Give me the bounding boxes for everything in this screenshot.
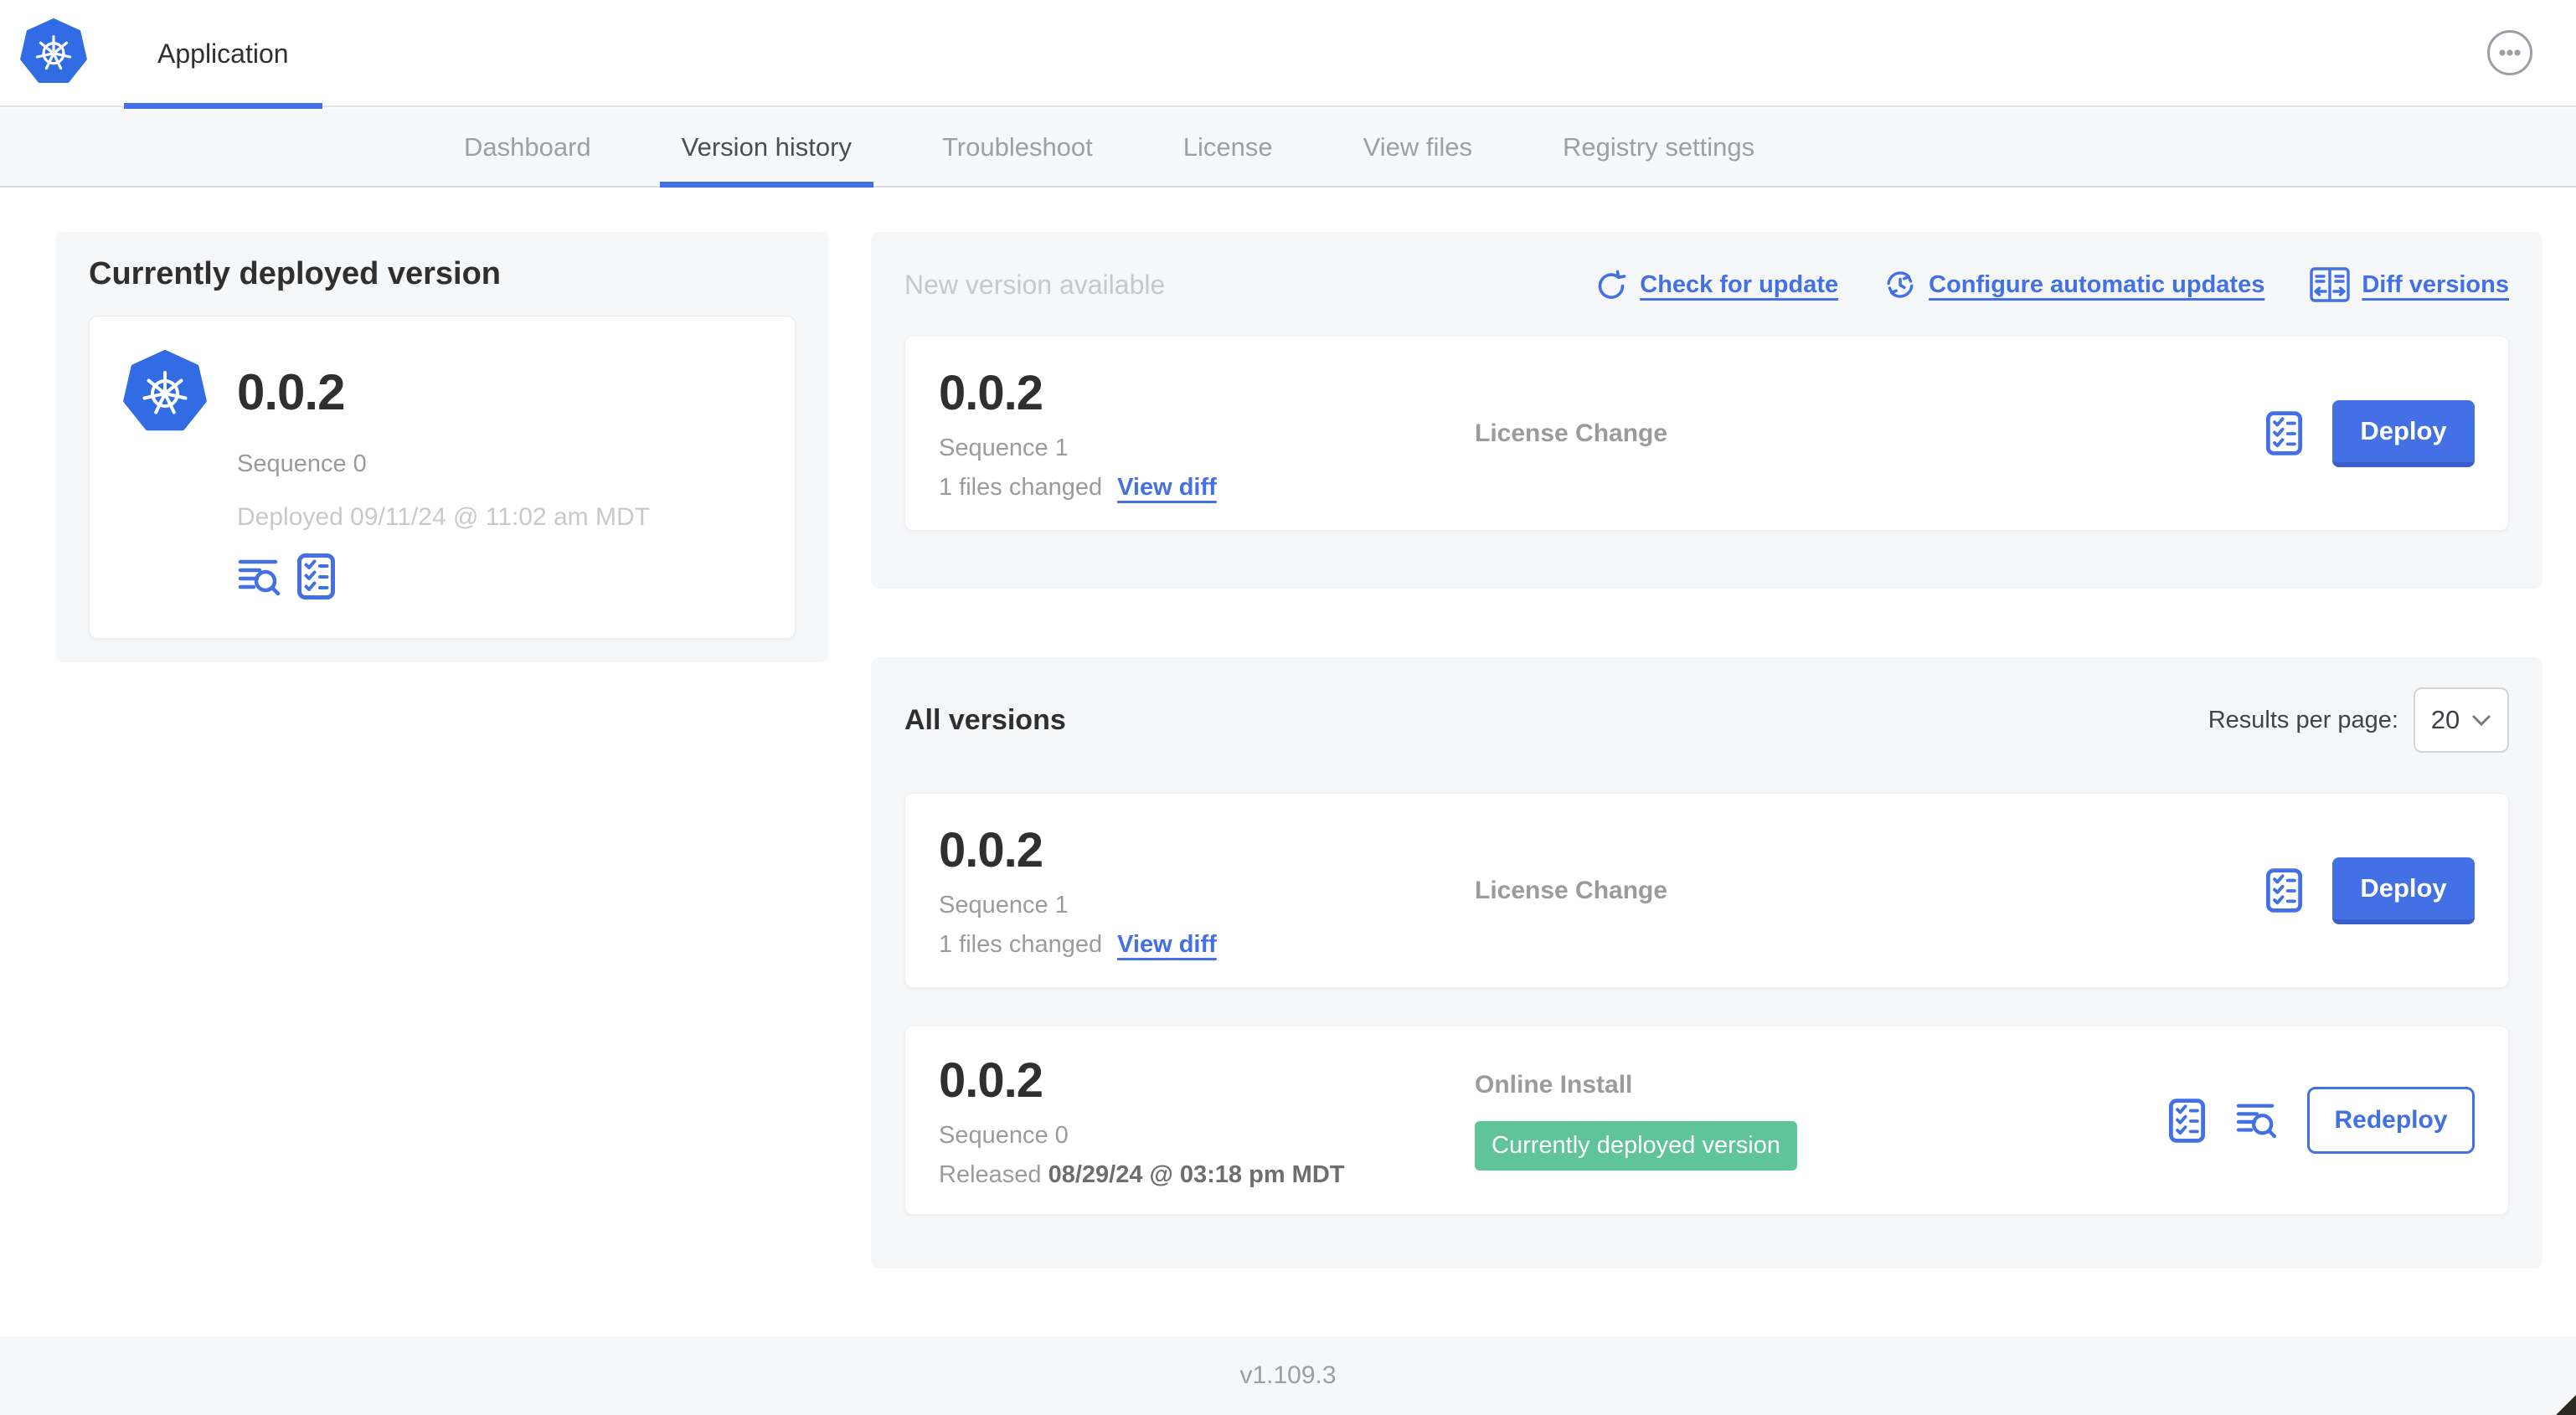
new-version-card: 0.0.2 Sequence 1 1 files changed View di… [904, 336, 2509, 531]
footer-version: v1.109.3 [1239, 1361, 1337, 1389]
version-number: 0.0.2 [939, 823, 1043, 877]
version-sequence: Sequence 1 [939, 892, 1069, 918]
release-notes-icon[interactable] [2235, 1102, 2277, 1139]
redeploy-button[interactable]: Redeploy [2307, 1087, 2475, 1154]
deploy-button[interactable]: Deploy [2332, 399, 2475, 467]
currently-deployed-panel: Currently deployed version 0.0.2 Sequenc… [55, 232, 829, 662]
deployed-timestamp: Deployed 09/11/24 @ 11:02 am MDT [237, 503, 650, 531]
deployed-version-card: 0.0.2 Sequence 0 Deployed 09/11/24 @ 11:… [89, 316, 796, 639]
version-number: 0.0.2 [939, 1052, 1043, 1108]
refresh-icon [1598, 270, 1626, 299]
results-per-page-value: 20 [2430, 705, 2460, 734]
version-source: License Change [1475, 419, 1668, 447]
tab-troubleshoot[interactable]: Troubleshoot [941, 132, 1093, 162]
version-sequence: Sequence 0 [939, 1121, 1069, 1149]
new-version-actions: Check for update Configure automatic upd… [1595, 267, 2509, 302]
files-changed: 1 files changed [939, 474, 1103, 501]
tab-registry-settings[interactable]: Registry settings [1563, 132, 1755, 162]
release-notes-icon[interactable] [237, 558, 281, 596]
results-per-page-select[interactable]: 20 [2414, 687, 2509, 753]
new-version-title: New version available [904, 269, 1166, 300]
version-row: 0.0.2 Sequence 1 1 files changed View di… [904, 793, 2509, 988]
tab-version-history[interactable]: Version history [636, 109, 897, 188]
auto-update-icon [1887, 271, 1914, 298]
version-sequence: Sequence 1 [939, 435, 1069, 461]
tab-application[interactable]: Application [124, 0, 322, 109]
app-nav: Dashboard Version history Troubleshoot L… [0, 109, 2576, 188]
footer: v1.109.3 [0, 1336, 2576, 1415]
configure-automatic-updates-link[interactable]: Configure automatic updates [1883, 268, 2264, 301]
version-source: Online Install [1475, 1070, 1633, 1099]
ellipsis-icon [2499, 49, 2521, 56]
files-changed: 1 files changed [939, 931, 1103, 958]
preflight-checks-icon[interactable] [2266, 411, 2302, 455]
version-source: License Change [1475, 876, 1668, 904]
currently-deployed-title: Currently deployed version [89, 256, 502, 291]
top-bar: Application [0, 0, 2576, 109]
version-row: 0.0.2 Sequence 0 Released 08/29/24 @ 03:… [904, 1026, 2509, 1215]
application-tab-label: Application [157, 38, 289, 69]
kubernetes-logo-icon [20, 18, 87, 85]
view-diff-link[interactable]: View diff [1117, 474, 1217, 501]
ellipsis-menu-button[interactable] [2487, 30, 2532, 75]
tab-view-files[interactable]: View files [1363, 132, 1473, 162]
kubernetes-logo-icon [123, 350, 207, 434]
view-diff-link[interactable]: View diff [1117, 931, 1217, 958]
deployed-sequence: Sequence 0 [237, 450, 367, 477]
all-versions-panel: All versions Results per page: 20 0.0.2 … [871, 657, 2543, 1268]
preflight-checks-icon[interactable] [2266, 868, 2302, 913]
all-versions-title: All versions [904, 703, 1066, 736]
results-per-page-label: Results per page: [2208, 706, 2398, 733]
deployed-version-number: 0.0.2 [237, 363, 345, 420]
check-for-update-link[interactable]: Check for update [1595, 268, 1838, 301]
diff-versions-icon [2310, 267, 2351, 302]
tab-dashboard[interactable]: Dashboard [464, 132, 591, 162]
diff-versions-link[interactable]: Diff versions [2310, 267, 2509, 302]
version-number: 0.0.2 [939, 366, 1043, 420]
tab-license[interactable]: License [1182, 132, 1273, 162]
released-timestamp: Released 08/29/24 @ 03:18 pm MDT [939, 1160, 1345, 1188]
cursor-artifact [2556, 1395, 2576, 1415]
preflight-checks-icon[interactable] [297, 553, 335, 599]
currently-deployed-badge: Currently deployed version [1475, 1120, 1797, 1171]
preflight-checks-icon[interactable] [2169, 1099, 2205, 1143]
chevron-down-icon [2472, 715, 2491, 726]
deploy-button[interactable]: Deploy [2332, 857, 2475, 924]
new-version-panel: New version available Check for update C… [871, 232, 2543, 589]
